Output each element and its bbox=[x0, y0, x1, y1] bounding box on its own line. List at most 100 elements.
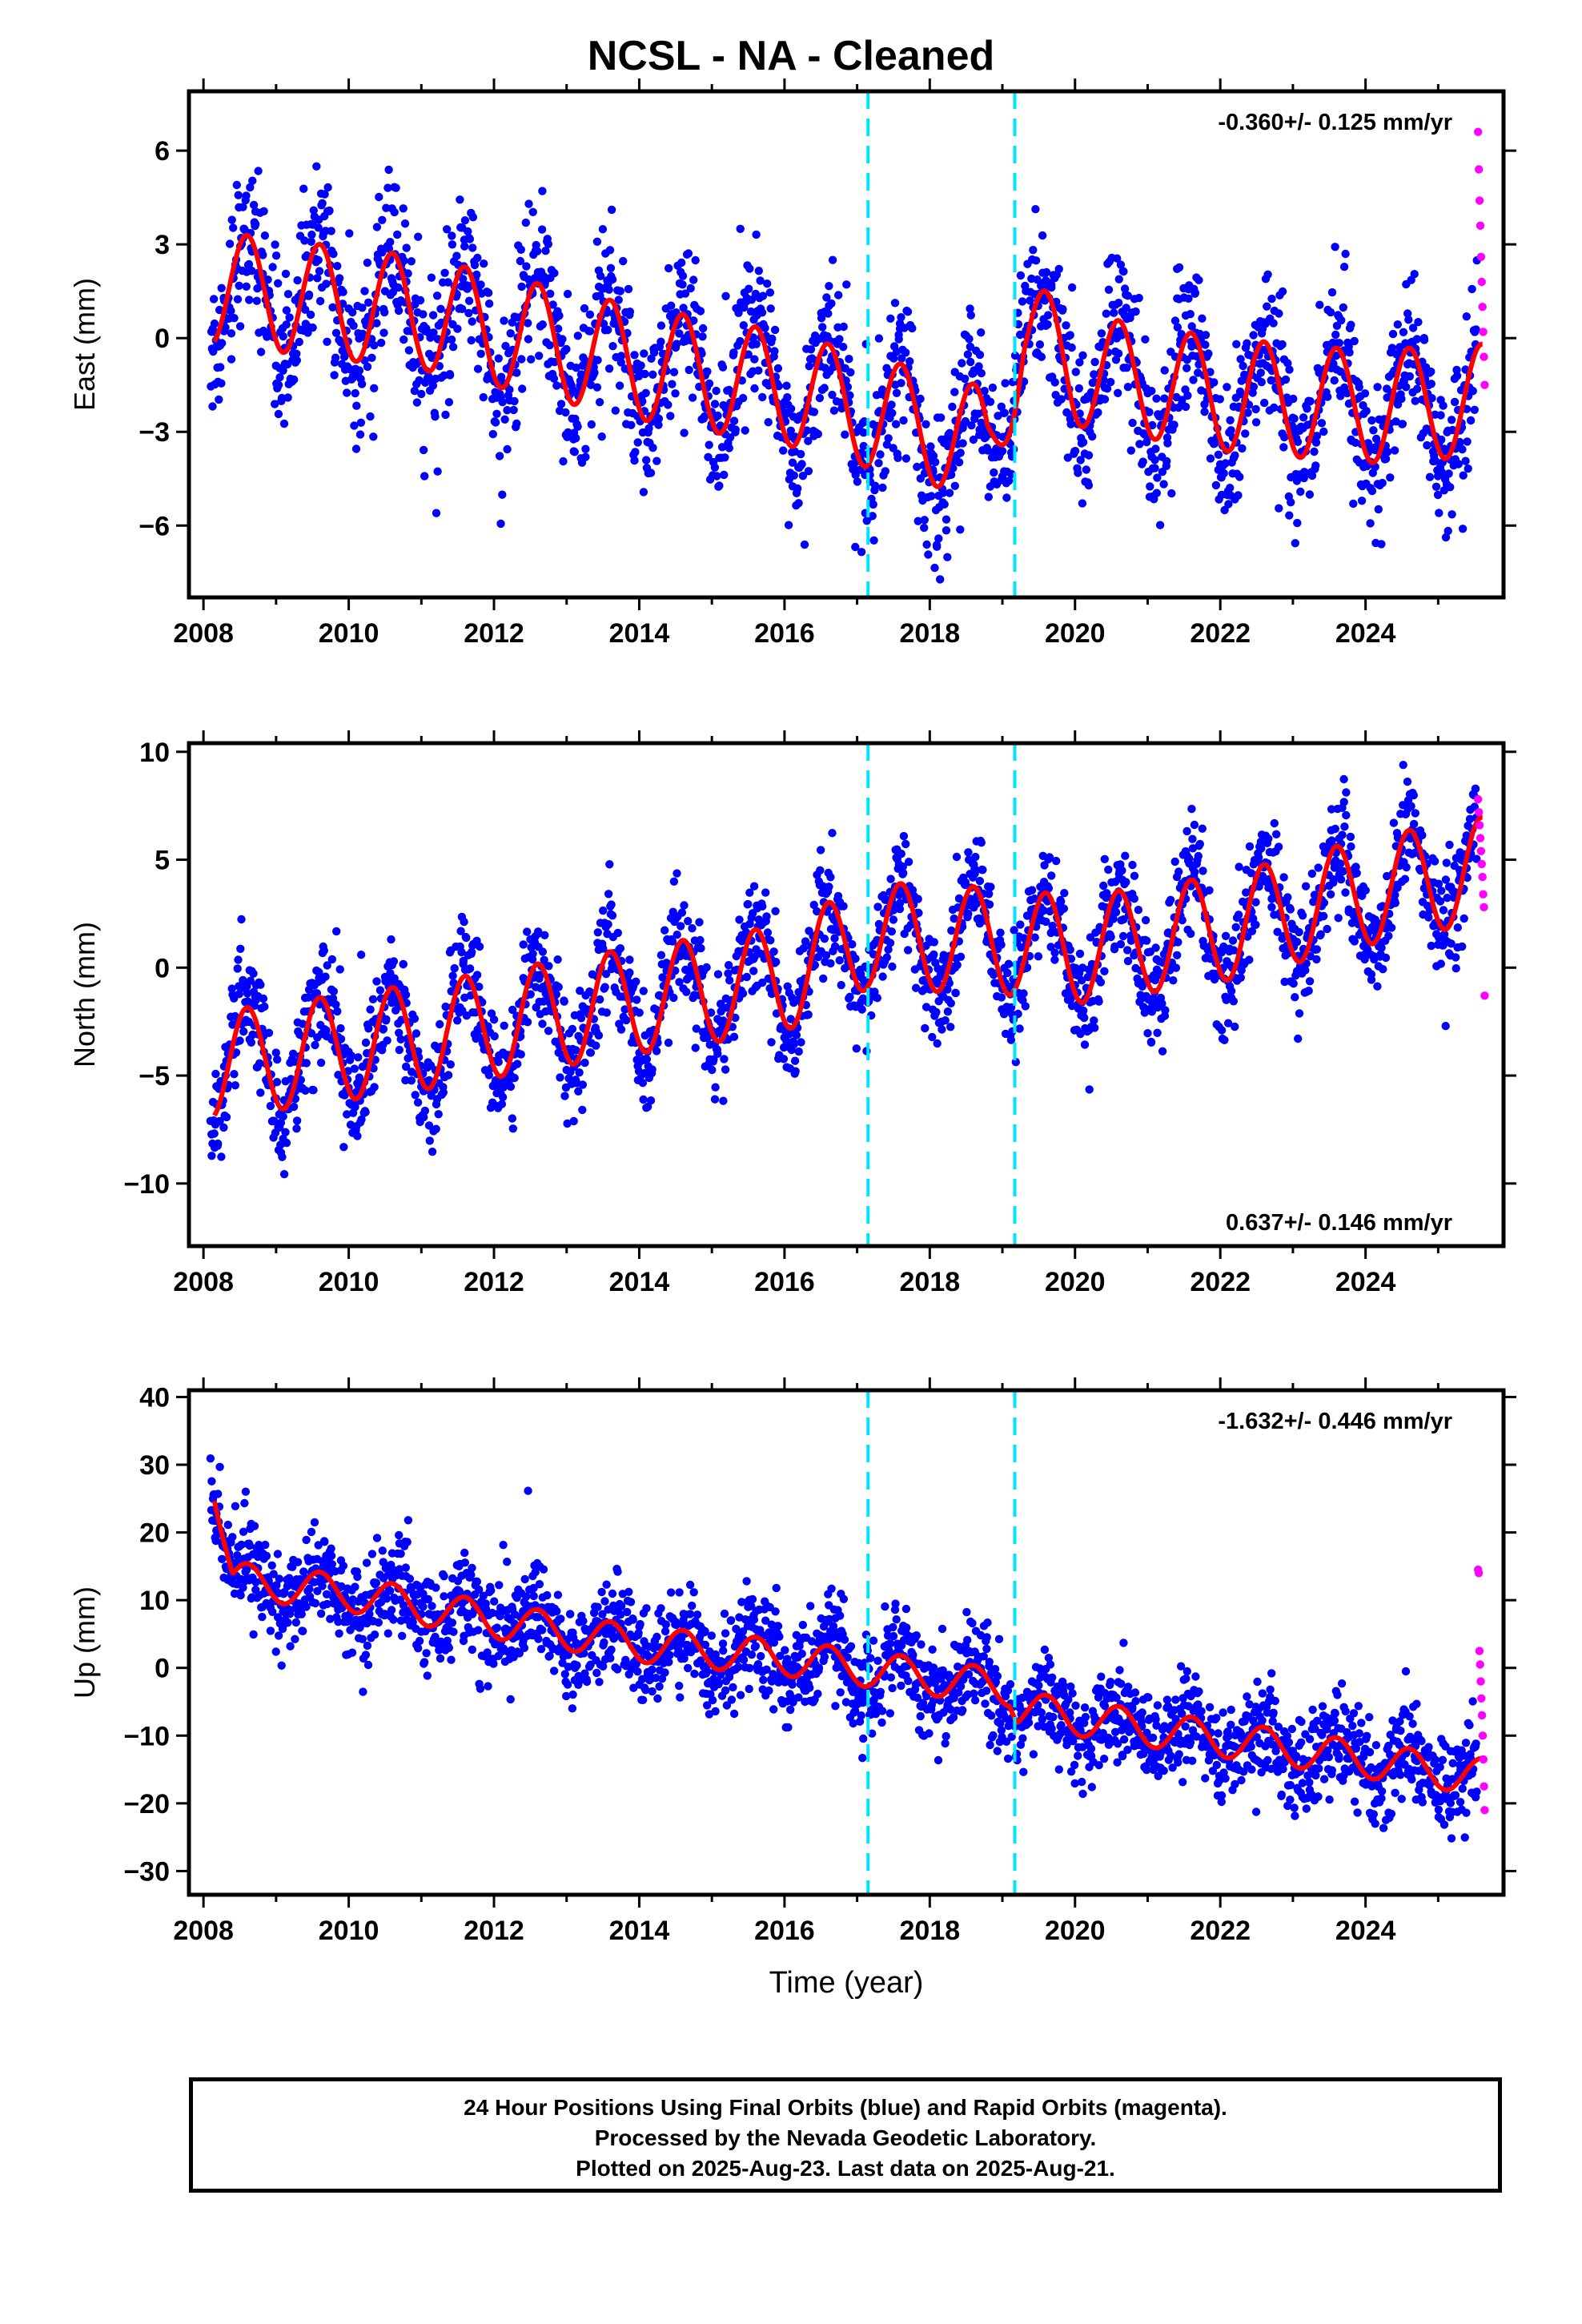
east-data-point bbox=[1224, 500, 1233, 509]
east-data-point bbox=[433, 467, 442, 476]
east-data-point bbox=[745, 264, 754, 273]
east-data-point bbox=[376, 338, 386, 348]
north-data-point bbox=[484, 1071, 493, 1080]
north-data-point bbox=[1190, 820, 1199, 830]
east-data-point bbox=[328, 303, 337, 312]
east-data-point bbox=[757, 308, 767, 317]
east-data-point bbox=[1468, 284, 1476, 294]
north-data-point bbox=[1186, 929, 1195, 939]
north-data-point bbox=[270, 1116, 279, 1125]
east-data-point bbox=[627, 420, 636, 429]
east-data-point bbox=[245, 296, 254, 304]
east-data-point bbox=[1393, 320, 1403, 329]
north-data-point bbox=[1151, 943, 1160, 952]
north-data-point bbox=[888, 962, 897, 971]
east-data-point bbox=[322, 279, 331, 288]
north-data-point bbox=[475, 983, 484, 991]
east-data-point bbox=[592, 383, 602, 392]
north-data-point bbox=[791, 1067, 800, 1076]
east-data-point bbox=[503, 444, 512, 454]
north-data-point bbox=[563, 1119, 572, 1128]
east-data-point bbox=[479, 392, 488, 402]
north-data-point bbox=[1104, 865, 1113, 875]
east-data-point bbox=[501, 341, 510, 351]
north-data-point bbox=[766, 936, 775, 945]
east-data-point bbox=[572, 434, 580, 443]
east-rapid-point bbox=[1478, 303, 1487, 312]
east-data-point bbox=[544, 239, 552, 248]
east-data-point bbox=[920, 523, 929, 533]
north-data-point bbox=[1099, 881, 1108, 891]
north-data-point bbox=[1361, 886, 1371, 895]
east-data-point bbox=[1312, 432, 1322, 440]
north-data-point bbox=[985, 890, 994, 899]
east-data-point bbox=[1447, 416, 1456, 424]
east-data-point bbox=[468, 243, 477, 252]
east-data-point bbox=[1378, 478, 1387, 488]
north-data-point bbox=[799, 943, 808, 953]
east-data-point bbox=[1135, 440, 1144, 448]
north-data-point bbox=[673, 869, 681, 878]
east-data-point bbox=[966, 304, 974, 313]
east-data-point bbox=[585, 327, 595, 336]
east-data-point bbox=[921, 420, 930, 428]
east-data-point bbox=[871, 481, 880, 490]
north-data-point bbox=[272, 1078, 282, 1087]
east-data-point bbox=[608, 275, 617, 284]
east-data-point bbox=[604, 285, 613, 294]
east-data-point bbox=[432, 292, 442, 300]
east-data-point bbox=[1388, 329, 1398, 339]
north-data-point bbox=[1079, 1006, 1088, 1015]
east-data-point bbox=[725, 433, 735, 442]
east-data-point bbox=[528, 207, 537, 216]
north-data-point bbox=[710, 1095, 720, 1104]
north-data-point bbox=[887, 927, 897, 936]
north-data-point bbox=[1254, 853, 1263, 862]
north-data-point bbox=[1373, 982, 1382, 991]
east-data-point bbox=[1241, 429, 1250, 438]
north-data-point bbox=[713, 1049, 722, 1059]
north-data-point bbox=[560, 1092, 569, 1100]
north-data-point bbox=[695, 918, 704, 927]
east-data-point bbox=[903, 308, 913, 316]
east-data-point bbox=[1152, 489, 1162, 497]
north-data-point bbox=[684, 917, 693, 926]
east-data-point bbox=[428, 381, 438, 390]
north-data-point bbox=[1106, 932, 1115, 942]
north-data-point bbox=[830, 942, 840, 951]
east-data-point bbox=[1279, 443, 1288, 452]
east-data-point bbox=[827, 299, 836, 308]
east-data-point bbox=[1114, 388, 1122, 397]
east-data-point bbox=[636, 361, 645, 370]
north-data-point bbox=[972, 899, 982, 908]
north-data-point bbox=[1279, 873, 1288, 882]
north-data-point bbox=[1174, 867, 1183, 876]
east-data-point bbox=[958, 439, 967, 448]
east-data-point bbox=[608, 342, 617, 351]
east-data-point bbox=[966, 342, 975, 352]
east-data-point bbox=[1033, 275, 1042, 284]
east-data-point bbox=[1082, 465, 1091, 474]
east-data-point bbox=[1122, 304, 1130, 312]
east-data-point bbox=[517, 282, 526, 292]
up-data-point bbox=[261, 1540, 270, 1550]
east-data-point bbox=[624, 284, 633, 294]
up-data-point bbox=[214, 1490, 223, 1498]
east-data-point bbox=[1031, 256, 1041, 265]
east-data-point bbox=[521, 218, 530, 227]
east-data-point bbox=[541, 247, 550, 255]
east-data-point bbox=[1090, 357, 1099, 367]
north-data-point bbox=[1090, 1016, 1098, 1025]
north-data-point bbox=[945, 979, 954, 987]
north-data-point bbox=[219, 1123, 228, 1132]
east-data-point bbox=[605, 246, 615, 255]
east-data-point bbox=[782, 381, 791, 390]
east-data-point bbox=[1331, 330, 1340, 340]
north-data-point bbox=[1301, 882, 1311, 891]
east-data-point bbox=[275, 373, 284, 382]
north-data-point bbox=[236, 944, 245, 954]
north-data-point bbox=[357, 1115, 366, 1124]
up-data-point bbox=[277, 1661, 286, 1670]
east-data-point bbox=[774, 382, 783, 391]
north-data-point bbox=[742, 972, 751, 982]
